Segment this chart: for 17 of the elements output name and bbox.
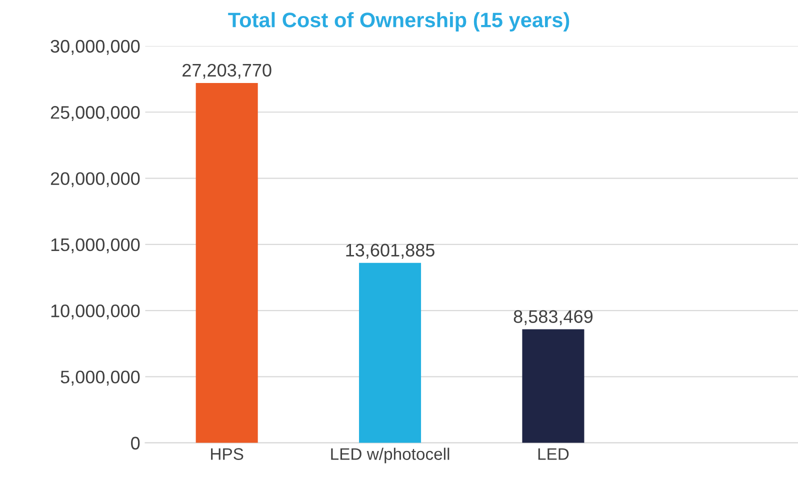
x-tick-label: LED w/photocell xyxy=(331,448,450,464)
y-tick-label: 10,000,000 xyxy=(51,304,140,320)
chart-title: Total Cost of Ownership (15 years) xyxy=(228,12,570,32)
data-label: 27,203,770 xyxy=(182,64,272,79)
y-tick-label: 30,000,000 xyxy=(50,40,140,55)
y-tick-label: 20,000,000 xyxy=(50,172,140,188)
y-tick-label: 25,000,000 xyxy=(50,106,140,121)
bar xyxy=(359,262,422,443)
y-tick-label: 5,000,000 xyxy=(60,370,140,386)
x-tick-label: HPS xyxy=(211,448,244,460)
bar xyxy=(522,329,584,443)
data-label: 13,601,885 xyxy=(346,244,434,259)
bar xyxy=(196,82,258,443)
y-tick-label: 0 xyxy=(131,436,140,450)
data-label: 8,583,469 xyxy=(514,310,593,326)
x-tick-label: LED xyxy=(538,448,569,460)
y-tick-label: 15,000,000 xyxy=(51,238,140,254)
